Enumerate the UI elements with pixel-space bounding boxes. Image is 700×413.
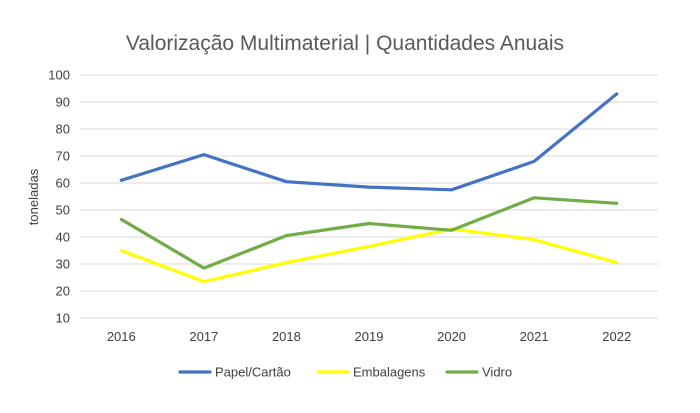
y-tick-label: 90: [56, 95, 70, 110]
y-tick-label: 40: [56, 230, 70, 245]
x-tick-label: 2019: [355, 329, 384, 344]
x-tick-label: 2016: [107, 329, 136, 344]
y-tick-label: 80: [56, 122, 70, 137]
series-line-1: [119, 92, 619, 192]
x-tick-label: 2020: [437, 329, 466, 344]
series-line-2: [119, 227, 619, 284]
gridlines: [80, 74, 658, 319]
y-tick-label: 10: [56, 311, 70, 326]
y-axis-label: toneladas: [26, 168, 41, 225]
x-tick-label: 2021: [520, 329, 549, 344]
y-tick-label: 20: [56, 284, 70, 299]
series-line-3: [119, 196, 619, 270]
y-axis-ticks: 10 20 30 40 50 60 70 80 90 100: [48, 68, 70, 326]
y-tick-label: 50: [56, 203, 70, 218]
x-axis-ticks: 2016 2017 2018 2019 2020 2021 2022: [107, 329, 631, 344]
x-tick-label: 2022: [602, 329, 631, 344]
legend: Papel/Cartão Embalagens Vidro: [178, 365, 512, 380]
y-tick-label: 30: [56, 257, 70, 272]
chart-title: Valorização Multimaterial | Quantidades …: [126, 32, 564, 55]
x-tick-label: 2018: [272, 329, 301, 344]
legend-label: Papel/Cartão: [215, 365, 291, 380]
y-tick-label: 100: [48, 68, 70, 83]
legend-label: Embalagens: [353, 365, 426, 380]
y-tick-label: 70: [56, 149, 70, 164]
legend-label: Vidro: [482, 365, 512, 380]
x-tick-label: 2017: [189, 329, 218, 344]
series-lines: [119, 92, 619, 284]
y-tick-label: 60: [56, 176, 70, 191]
